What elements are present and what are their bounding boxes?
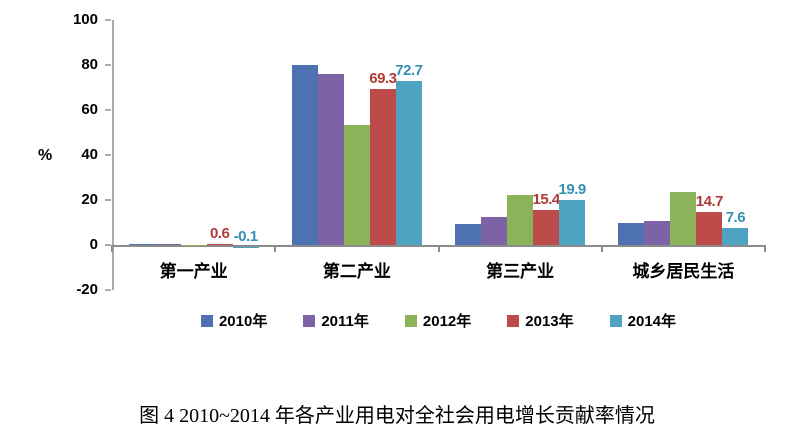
- value-label: 19.9: [558, 181, 587, 199]
- value-label: 72.7: [395, 62, 423, 80]
- bar: [533, 210, 560, 245]
- plot-area: % 100 80 60 40 20 0 -20 0.6 -0.1 第一产业 69.3 72.7 第二产业…: [38, 11, 766, 298]
- y-tick-label: 60: [81, 101, 98, 118]
- category-label: 第一产业: [159, 262, 228, 281]
- bar: [559, 200, 586, 245]
- bar: [154, 244, 181, 245]
- bar: [343, 124, 370, 245]
- x-axis-tick: [437, 245, 440, 252]
- y-tick-label: 80: [81, 56, 98, 73]
- legend-swatch-icon: [507, 314, 520, 327]
- legend-label: 2012年: [422, 313, 472, 330]
- bar: [722, 227, 749, 245]
- legend-item: 2012年: [404, 310, 472, 331]
- value-label: -0.1: [233, 228, 258, 245]
- legend-item: 2011年: [303, 310, 369, 331]
- category-label: 第三产业: [486, 262, 555, 281]
- y-axis-tick: [105, 289, 111, 291]
- x-axis-tick: [274, 245, 277, 252]
- category-label: 第二产业: [322, 262, 391, 281]
- figure-caption: 图 4 2010~2014 年各产业用电对全社会用电增长贡献率情况: [139, 405, 655, 427]
- y-tick-label: 0: [89, 236, 98, 253]
- bar: [644, 221, 671, 245]
- legend-item: 2010年: [200, 310, 268, 331]
- legend-label: 2010年: [218, 313, 268, 330]
- bar: [291, 64, 318, 245]
- bar: [507, 194, 534, 245]
- category-label: 城乡居民生活: [632, 262, 735, 281]
- value-label: 15.4: [532, 191, 561, 209]
- legend-item: 2014年: [609, 310, 677, 331]
- x-axis-tick: [600, 245, 603, 252]
- x-axis-tick: [111, 245, 113, 252]
- bar: [395, 81, 422, 245]
- x-axis-tick: [764, 245, 766, 252]
- legend-swatch-icon: [200, 314, 213, 327]
- y-tick-label: 20: [81, 191, 98, 208]
- legend-swatch-icon: [404, 314, 417, 327]
- y-axis-tick: [105, 154, 111, 156]
- bar: [618, 222, 645, 245]
- y-tick-label: -20: [76, 281, 98, 298]
- bar: [317, 74, 344, 245]
- legend: 2010年 2011年 2012年 2013年 2014年: [112, 310, 765, 331]
- bar: [455, 223, 482, 245]
- legend-swatch-icon: [303, 314, 316, 327]
- legend-swatch-icon: [609, 314, 622, 327]
- legend-label: 2011年: [321, 313, 369, 330]
- bar: [696, 211, 723, 245]
- bar: [369, 89, 396, 245]
- y-axis-tick: [105, 244, 111, 246]
- value-label: 0.6: [209, 224, 230, 242]
- y-axis-tick: [105, 109, 111, 111]
- y-axis-tick: [105, 19, 111, 21]
- value-label: 7.6: [725, 208, 746, 226]
- legend-label: 2013年: [525, 313, 574, 330]
- value-label: 14.7: [695, 192, 724, 210]
- y-tick-label: 40: [81, 146, 98, 163]
- bar: [670, 192, 697, 245]
- bar: [481, 217, 508, 245]
- y-axis-tick: [105, 64, 111, 66]
- legend-item: 2013年: [507, 310, 574, 331]
- bar: [180, 244, 207, 246]
- y-tick-label: 100: [72, 11, 98, 28]
- legend-label: 2014年: [627, 313, 677, 330]
- bar: [206, 243, 233, 245]
- bar: [128, 244, 155, 245]
- value-label: 69.3: [369, 70, 397, 88]
- y-axis-tick: [105, 199, 111, 201]
- y-axis-line: [112, 20, 114, 290]
- bar: [232, 247, 259, 248]
- y-axis-title: %: [38, 147, 53, 164]
